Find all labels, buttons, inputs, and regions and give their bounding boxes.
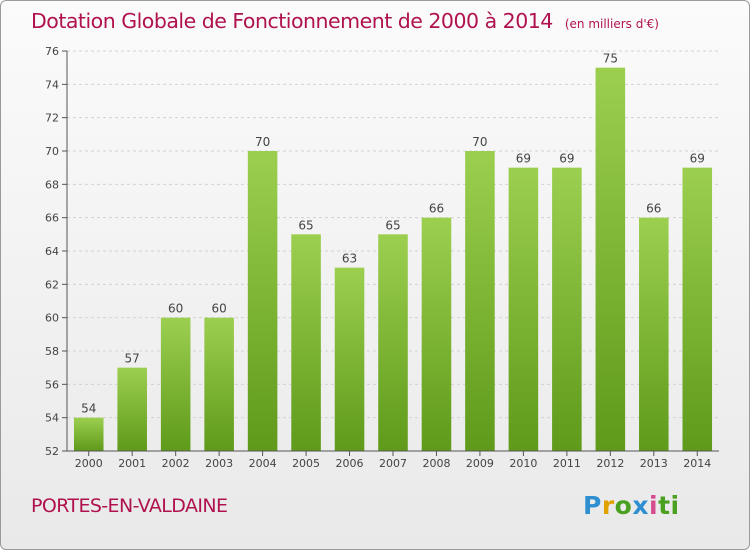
x-tick-label: 2009 <box>466 457 494 470</box>
data-labels: 54 57 60 60 70 65 63 65 66 70 69 69 75 66 69 <box>81 52 705 416</box>
x-tick-label: 2004 <box>249 457 277 470</box>
x-tick-label: 2002 <box>162 457 190 470</box>
y-tick-label: 66 <box>45 212 59 225</box>
bar <box>204 317 234 451</box>
bar <box>73 417 104 451</box>
data-label: 66 <box>429 202 444 216</box>
x-tick-label: 2003 <box>205 457 233 470</box>
data-label: 65 <box>298 218 313 232</box>
title-text: Dotation Globale de Fonctionnement de 20… <box>31 9 553 33</box>
x-tick-label: 2014 <box>683 457 711 470</box>
logo-letter: t <box>658 491 671 520</box>
logo-letter: o <box>614 491 633 520</box>
title-unit: (en milliers d'€) <box>564 17 659 31</box>
y-tick-label: 70 <box>45 145 59 158</box>
bar <box>160 317 191 451</box>
x-tick-label: 2000 <box>75 457 103 470</box>
y-tick-label: 74 <box>45 78 59 91</box>
y-tick-label: 52 <box>45 445 59 458</box>
data-label: 66 <box>646 202 661 216</box>
axes: 52 54 56 58 60 62 64 66 68 70 72 74 76 2000 2001 2002 20… <box>45 45 719 470</box>
data-label: 63 <box>342 252 357 266</box>
bar <box>334 267 365 451</box>
bar <box>291 234 321 451</box>
x-tick-label: 2007 <box>379 457 407 470</box>
x-tick-label: 2001 <box>118 457 146 470</box>
logo-letter: i <box>670 491 680 520</box>
x-tick-label: 2008 <box>422 457 450 470</box>
commune-name: PORTES-EN-VALDAINE <box>31 495 228 517</box>
x-tick-label: 2011 <box>553 457 581 470</box>
y-tick-label: 68 <box>45 178 59 191</box>
chart-title: Dotation Globale de Fonctionnement de 20… <box>31 9 659 33</box>
y-tick-label: 58 <box>45 345 59 358</box>
y-tick-label: 56 <box>45 378 59 391</box>
data-label: 57 <box>125 352 140 366</box>
bar <box>508 167 539 451</box>
data-label: 60 <box>168 302 183 316</box>
y-tick-label: 62 <box>45 278 59 291</box>
y-tick-label: 64 <box>45 245 59 258</box>
data-label: 70 <box>472 135 487 149</box>
y-tick-label: 76 <box>45 45 59 58</box>
bar <box>682 167 713 451</box>
logo-letter: x <box>632 491 649 520</box>
bar <box>421 217 452 451</box>
data-label: 69 <box>559 152 574 166</box>
x-tick-label: 2010 <box>509 457 537 470</box>
logo-letter: P <box>583 491 602 520</box>
data-label: 75 <box>603 52 618 66</box>
bar <box>465 151 495 451</box>
bars <box>73 67 713 452</box>
y-tick-label: 60 <box>45 312 59 325</box>
bar <box>639 217 669 451</box>
data-label: 65 <box>385 218 400 232</box>
data-label: 69 <box>516 152 531 166</box>
y-tick-label: 72 <box>45 112 59 125</box>
proxiti-logo: Proxiti <box>583 491 680 520</box>
y-tick-label: 54 <box>45 412 59 425</box>
data-label: 69 <box>690 152 705 166</box>
bar <box>552 167 582 451</box>
data-label: 54 <box>81 402 96 416</box>
logo-letter: i <box>649 491 659 520</box>
bar <box>378 234 408 451</box>
logo-letter: r <box>601 491 615 520</box>
data-label: 60 <box>211 302 226 316</box>
x-tick-label: 2006 <box>336 457 364 470</box>
x-tick-label: 2013 <box>640 457 668 470</box>
data-label: 70 <box>255 135 270 149</box>
bar <box>247 151 278 451</box>
bar <box>117 367 147 451</box>
x-tick-label: 2005 <box>292 457 320 470</box>
x-tick-label: 2012 <box>596 457 624 470</box>
bar <box>595 67 626 452</box>
